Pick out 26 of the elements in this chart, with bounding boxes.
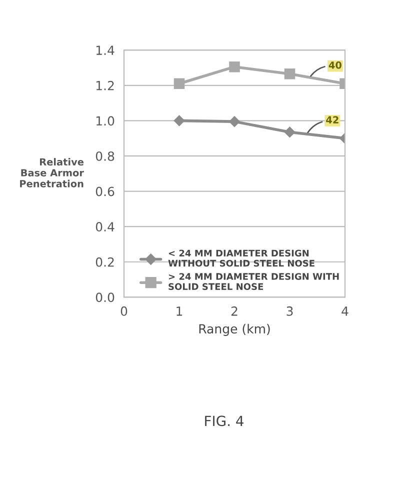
y-tick-label: 1.2 <box>96 80 114 90</box>
point <box>284 68 296 80</box>
annotation: 40 <box>328 61 342 69</box>
y-tick-label: 0.0 <box>96 292 114 302</box>
y-tick-label: 0.6 <box>96 186 114 196</box>
point <box>174 115 185 126</box>
annotation: 42 <box>326 116 338 124</box>
x-tick-label: 1 <box>176 306 182 316</box>
point <box>229 116 240 127</box>
y-tick-label: 0.2 <box>96 257 114 267</box>
x-tick-label: 2 <box>231 306 238 316</box>
legend-label: > 24 MM DIAMETER DESIGN WITH SOLID STEEL NOSE <box>168 273 339 290</box>
x-axis-title: Range (km) <box>199 324 270 336</box>
y-axis-title: Relative Base Armor Penetration <box>20 158 84 188</box>
x-tick-label: 0 <box>120 306 128 316</box>
x-tick-label: 4 <box>342 306 348 316</box>
point <box>284 126 296 138</box>
y-tick-label: 1.4 <box>96 46 114 55</box>
caption: FIG. 4 <box>205 416 244 426</box>
x-tick-label: 3 <box>286 306 293 316</box>
y-tick-label: 1.0 <box>96 116 114 126</box>
y-tick-label: 0.4 <box>96 222 114 232</box>
legend-label: < 24 MM DIAMETER DESIGN WITHOUT SOLID STEEL NOSE <box>168 250 314 267</box>
point <box>229 61 240 72</box>
point <box>174 78 185 89</box>
y-tick-label: 0.8 <box>96 151 114 161</box>
